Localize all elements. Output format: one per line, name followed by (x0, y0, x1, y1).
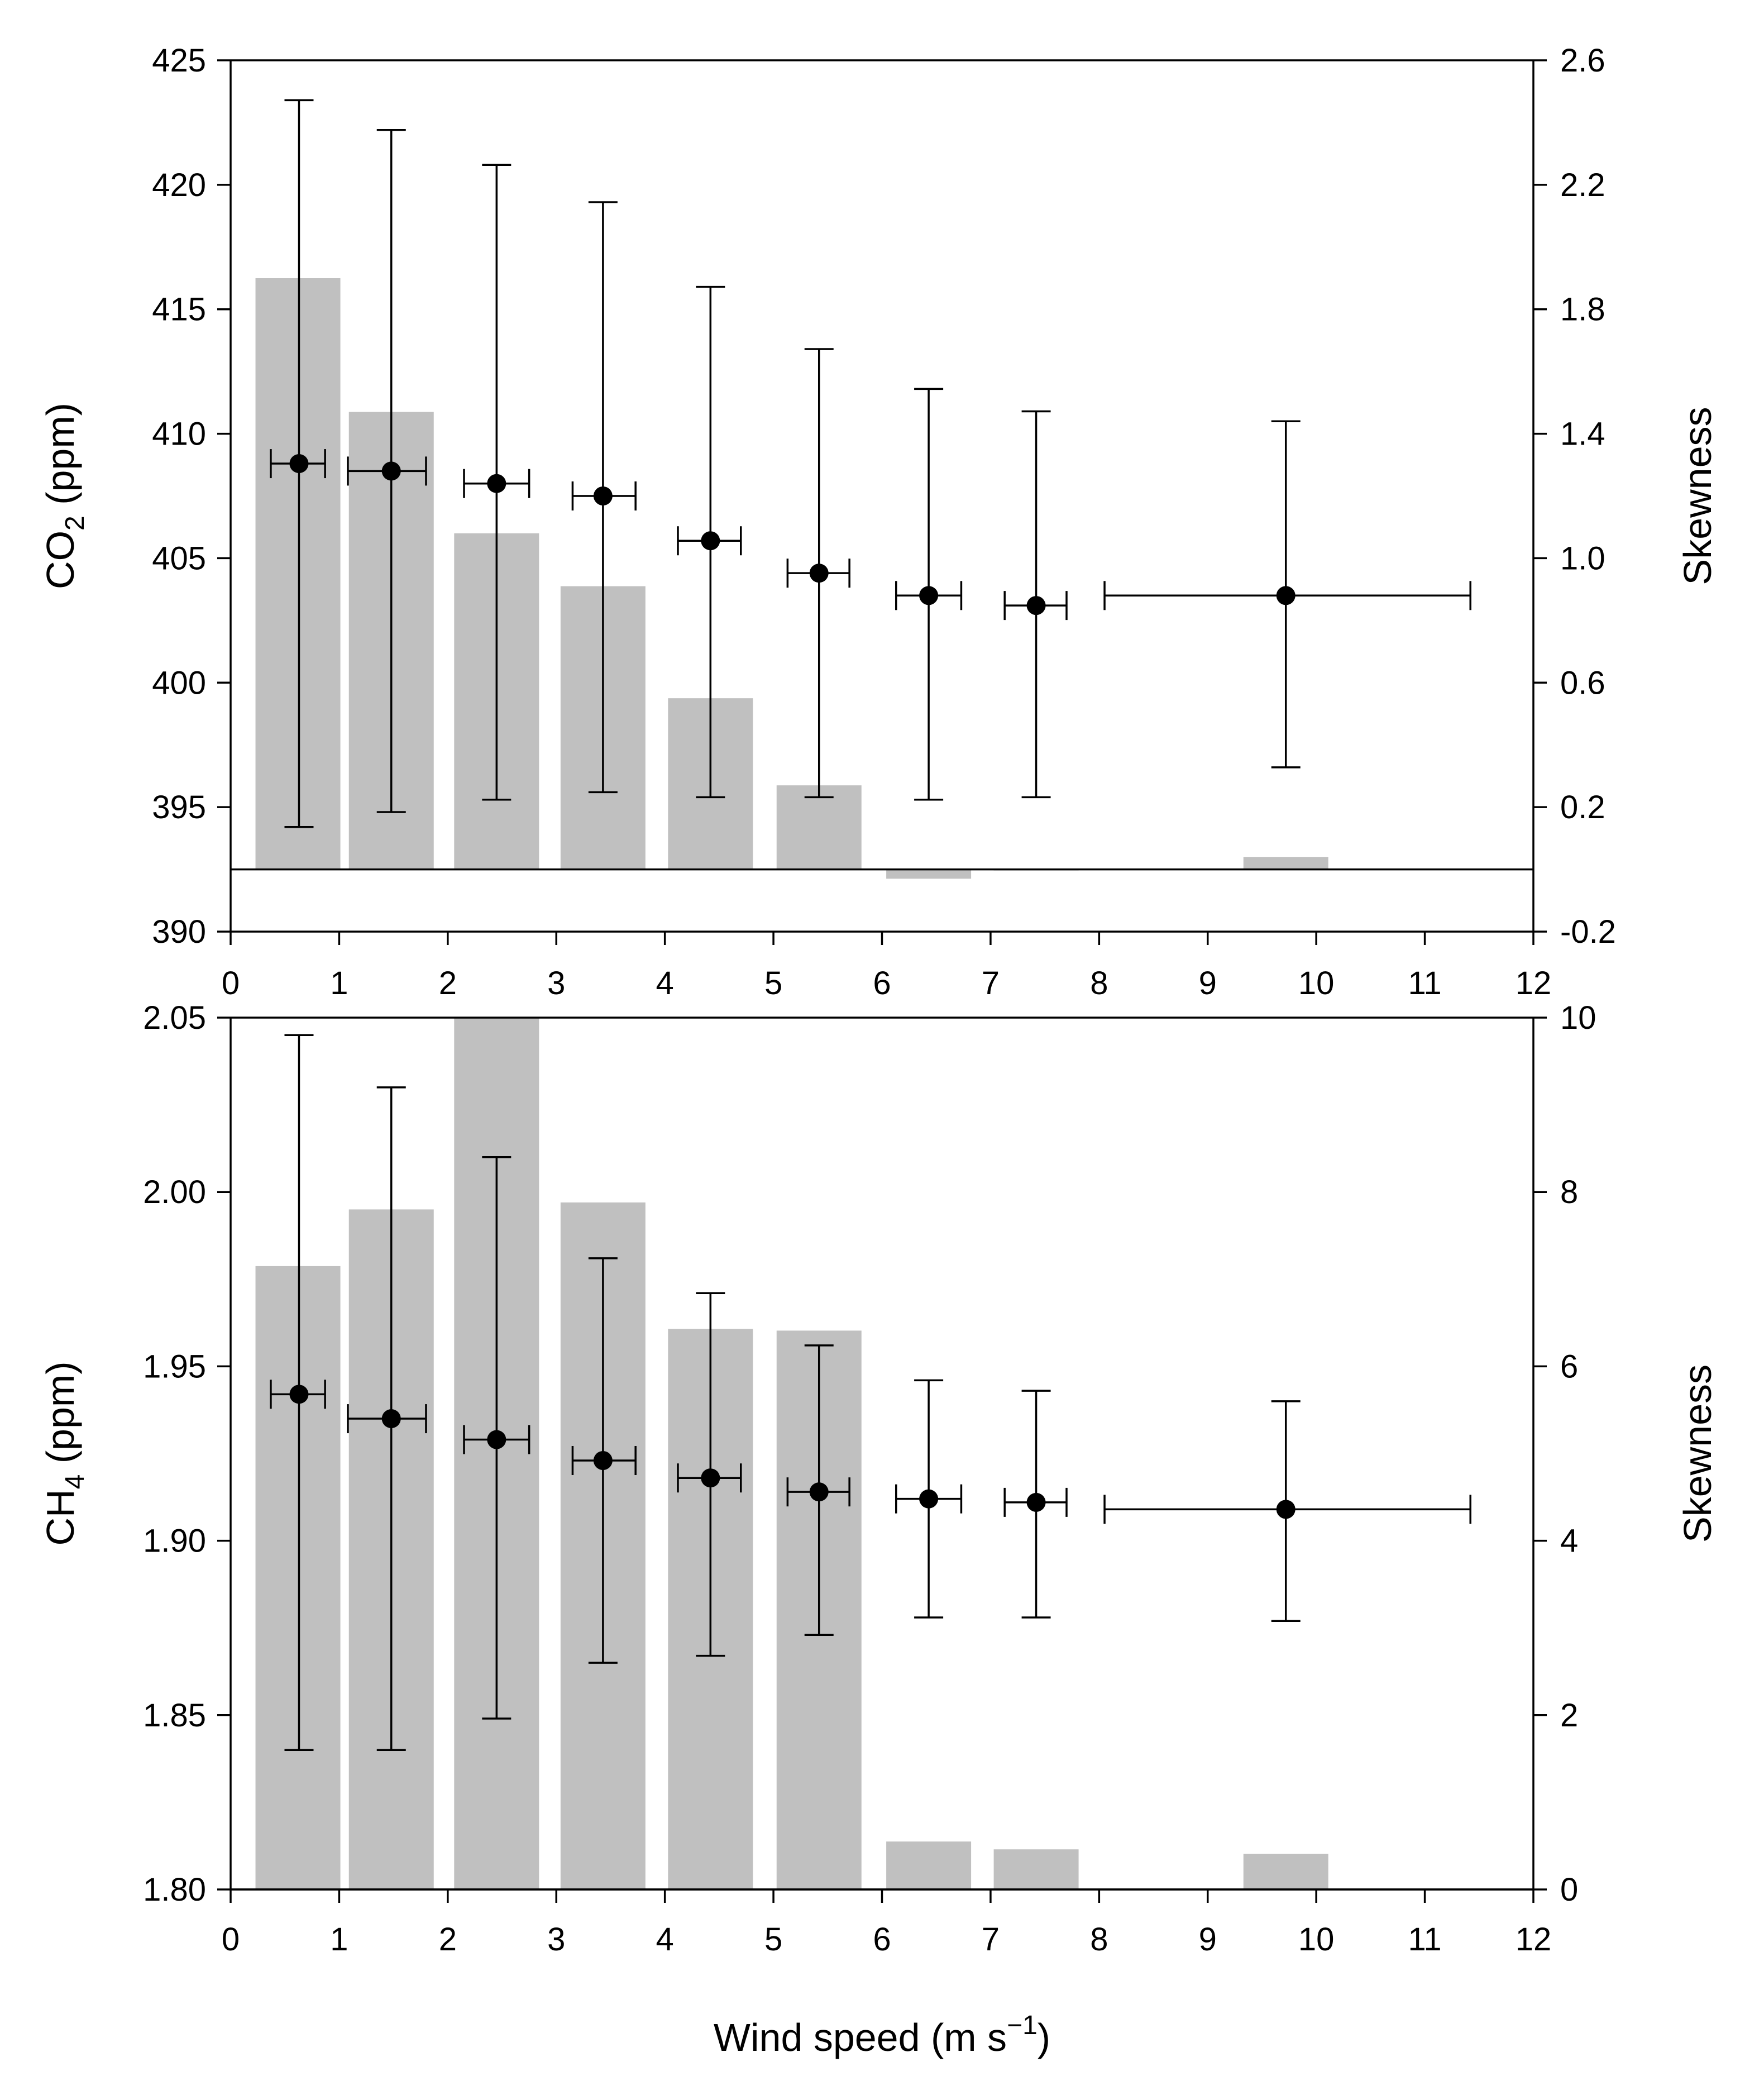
y-axis-title: CO2 (ppm) (39, 403, 90, 589)
x-tick-label: 5 (764, 965, 782, 1001)
x-tick-label: 1 (330, 1921, 348, 1958)
skewness-bar (1243, 857, 1328, 870)
y2-tick-label: 0.6 (1560, 665, 1605, 701)
data-point (809, 1482, 829, 1502)
x-tick-label: 3 (547, 1921, 565, 1958)
x-tick-label: 2 (439, 1921, 457, 1958)
data-point (1026, 596, 1046, 615)
skewness-bar (776, 785, 862, 870)
x-tick-label: 3 (547, 965, 565, 1001)
data-point (593, 1450, 613, 1470)
y2-axis-title: Skewness (1676, 407, 1719, 585)
y2-tick-label: 1.8 (1560, 292, 1605, 328)
y2-tick-label: -0.2 (1560, 914, 1616, 950)
y-axis-title: CH4 (ppm) (39, 1361, 90, 1545)
skewness-bar (1243, 1853, 1328, 1889)
x-tick-label: 1 (330, 965, 348, 1001)
x-tick-label: 6 (873, 965, 891, 1001)
x-tick-label: 8 (1090, 1921, 1108, 1958)
x-tick-label: 9 (1199, 1921, 1217, 1958)
x-axis-title-group: Wind speed (m s−1) (714, 2011, 1050, 2059)
co2-panel: 390395400405410415420425-0.20.20.61.01.4… (39, 42, 1719, 1001)
skewness-bar (255, 278, 341, 870)
y2-tick-label: 10 (1560, 1000, 1596, 1036)
y-tick-label: 1.90 (143, 1523, 206, 1559)
x-tick-label: 6 (873, 1921, 891, 1958)
y2-tick-label: 2.2 (1560, 167, 1605, 203)
x-tick-label: 0 (222, 965, 240, 1001)
y2-tick-label: 1.0 (1560, 540, 1605, 576)
y-axis-title-subscript: 4 (60, 1474, 90, 1490)
x-tick-label: 11 (1408, 1921, 1441, 1958)
y-tick-label: 395 (152, 789, 206, 825)
y2-tick-label: 6 (1560, 1348, 1578, 1385)
y2-tick-label: 2.6 (1560, 42, 1605, 79)
x-tick-label: 4 (656, 1921, 674, 1958)
x-tick-label: 12 (1516, 965, 1552, 1001)
x-tick-label: 7 (982, 1921, 1000, 1958)
y2-axis-title: Skewness (1676, 1364, 1719, 1543)
data-point (381, 461, 401, 481)
data-point (381, 1409, 401, 1429)
y-tick-label: 425 (152, 42, 206, 79)
data-point (1276, 1500, 1295, 1519)
data-point (701, 531, 720, 551)
data-point (1026, 1492, 1046, 1512)
data-point (487, 474, 506, 493)
skewness-bar (886, 869, 972, 879)
y-tick-label: 405 (152, 540, 206, 576)
x-axis-title-close: ) (1038, 2016, 1050, 2059)
y-tick-label: 400 (152, 665, 206, 701)
x-axis-title-main: Wind speed (m s (714, 2016, 1007, 2059)
x-axis-title-superscript: −1 (1007, 2011, 1038, 2040)
y-tick-label: 390 (152, 914, 206, 950)
x-tick-label: 10 (1298, 1921, 1335, 1958)
x-tick-label: 7 (982, 965, 1000, 1001)
data-point (487, 1430, 506, 1449)
y2-tick-label: 1.4 (1560, 416, 1605, 452)
data-point (919, 586, 939, 605)
x-tick-label: 9 (1199, 965, 1217, 1001)
x-tick-label: 12 (1516, 1921, 1552, 1958)
y-tick-label: 420 (152, 167, 206, 203)
y-axis-title-main: CH (39, 1489, 82, 1545)
y-axis-title-unit: (ppm) (39, 403, 82, 516)
data-point (1276, 586, 1295, 605)
y-axis-title-main: CO (39, 531, 82, 589)
x-tick-label: 10 (1298, 965, 1335, 1001)
skewness-bar (886, 1841, 972, 1889)
y-tick-label: 2.00 (143, 1174, 206, 1210)
data-point (289, 1385, 309, 1404)
y-tick-label: 1.80 (143, 1872, 206, 1908)
y2-tick-label: 0 (1560, 1872, 1578, 1908)
y-axis-title-subscript: 2 (60, 516, 90, 531)
x-tick-label: 2 (439, 965, 457, 1001)
y-tick-label: 1.95 (143, 1348, 206, 1385)
y2-tick-label: 0.2 (1560, 789, 1605, 825)
x-tick-label: 8 (1090, 965, 1108, 1001)
y-axis-title-unit: (ppm) (39, 1361, 82, 1474)
y-tick-label: 410 (152, 416, 206, 452)
x-axis-title: Wind speed (m s−1) (714, 2011, 1050, 2059)
y-tick-label: 415 (152, 292, 206, 328)
skewness-bar (255, 1266, 341, 1889)
y2-tick-label: 8 (1560, 1174, 1578, 1210)
x-tick-label: 11 (1408, 965, 1441, 1001)
y-tick-label: 2.05 (143, 1000, 206, 1036)
data-point (289, 454, 309, 474)
data-point (593, 486, 613, 505)
skewness-bar (993, 1849, 1079, 1889)
x-tick-label: 0 (222, 1921, 240, 1958)
x-tick-label: 5 (764, 1921, 782, 1958)
data-point (701, 1468, 720, 1488)
data-point (919, 1489, 939, 1509)
y2-tick-label: 4 (1560, 1523, 1578, 1559)
y2-tick-label: 2 (1560, 1697, 1578, 1734)
x-tick-label: 4 (656, 965, 674, 1001)
y-tick-label: 1.85 (143, 1697, 206, 1734)
data-point (809, 564, 829, 583)
